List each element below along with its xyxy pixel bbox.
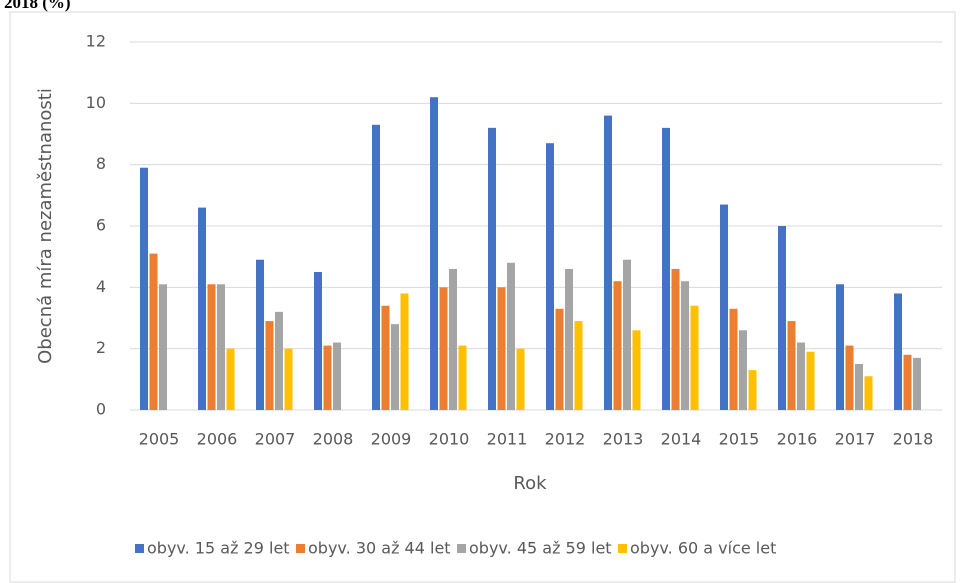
bar xyxy=(845,345,854,410)
bar xyxy=(207,284,216,410)
bar xyxy=(488,127,496,410)
bar xyxy=(449,268,457,410)
y-tick-label: 4 xyxy=(96,277,106,296)
bar xyxy=(284,348,293,410)
bar xyxy=(265,321,274,410)
bar xyxy=(439,287,448,410)
bar xyxy=(507,262,515,410)
bar xyxy=(720,204,728,410)
bar xyxy=(913,357,921,410)
bar xyxy=(778,226,786,410)
bar xyxy=(391,324,399,410)
x-tick-label: 2011 xyxy=(487,430,528,449)
legend-label: obyv. 30 až 44 let xyxy=(308,539,451,558)
y-tick-label: 2 xyxy=(96,338,106,357)
bar xyxy=(458,345,467,410)
bar xyxy=(149,253,158,410)
x-tick-label: 2010 xyxy=(429,430,470,449)
x-tick-label: 2015 xyxy=(719,430,760,449)
y-tick-label: 12 xyxy=(86,32,106,51)
bar xyxy=(198,207,206,410)
bar xyxy=(323,345,332,410)
bar xyxy=(797,342,805,410)
x-tick-label: 2018 xyxy=(893,430,934,449)
bar xyxy=(662,127,670,410)
bar xyxy=(681,281,689,410)
bar xyxy=(613,281,622,410)
y-tick-label: 0 xyxy=(96,400,106,419)
x-tick-label: 2009 xyxy=(371,430,412,449)
y-tick-label: 10 xyxy=(86,93,106,112)
chart-title: 2018 (%) xyxy=(4,0,71,12)
x-tick-label: 2008 xyxy=(313,430,354,449)
bar xyxy=(497,287,506,410)
bar xyxy=(333,342,341,410)
x-tick-label: 2017 xyxy=(835,430,876,449)
bar xyxy=(894,293,902,410)
legend-swatch xyxy=(296,544,305,553)
bar xyxy=(314,272,322,410)
bar xyxy=(381,305,390,410)
bar xyxy=(690,305,699,410)
bar xyxy=(217,284,225,410)
bar xyxy=(623,259,631,410)
bar xyxy=(555,308,564,410)
bar xyxy=(159,284,167,410)
y-tick-label: 6 xyxy=(96,216,106,235)
bar xyxy=(604,115,612,410)
bar xyxy=(739,330,747,410)
bar xyxy=(430,97,438,410)
x-tick-label: 2016 xyxy=(777,430,818,449)
bar xyxy=(806,351,815,410)
legend-swatch xyxy=(457,544,466,553)
x-tick-label: 2005 xyxy=(139,430,180,449)
bar xyxy=(855,364,863,410)
y-tick-label: 8 xyxy=(96,154,106,173)
y-axis-label: Obecná míra nezaměstnanosti xyxy=(35,88,56,364)
bar xyxy=(565,268,573,410)
chart-frame xyxy=(9,11,956,583)
bar xyxy=(275,311,283,410)
bar xyxy=(574,321,583,410)
bar xyxy=(256,259,264,410)
bar xyxy=(903,354,912,410)
bar xyxy=(729,308,738,410)
legend-label: obyv. 45 až 59 let xyxy=(469,539,612,558)
bar xyxy=(632,330,641,410)
bar xyxy=(748,370,757,410)
x-tick-label: 2012 xyxy=(545,430,586,449)
x-axis-label: Rok xyxy=(513,473,547,494)
bar xyxy=(671,268,680,410)
bar xyxy=(516,348,525,410)
bar xyxy=(836,284,844,410)
bar xyxy=(140,167,148,410)
bar xyxy=(372,124,380,411)
x-tick-label: 2013 xyxy=(603,430,644,449)
bar xyxy=(864,376,873,410)
x-tick-label: 2014 xyxy=(661,430,702,449)
x-tick-label: 2007 xyxy=(255,430,296,449)
legend-swatch xyxy=(618,544,627,553)
legend-swatch xyxy=(135,544,144,553)
bar xyxy=(787,321,796,410)
bar xyxy=(400,293,409,410)
legend-label: obyv. 60 a více let xyxy=(630,539,776,558)
legend-label: obyv. 15 až 29 let xyxy=(147,539,290,558)
x-tick-label: 2006 xyxy=(197,430,238,449)
bar xyxy=(226,348,235,410)
bar xyxy=(546,143,554,410)
